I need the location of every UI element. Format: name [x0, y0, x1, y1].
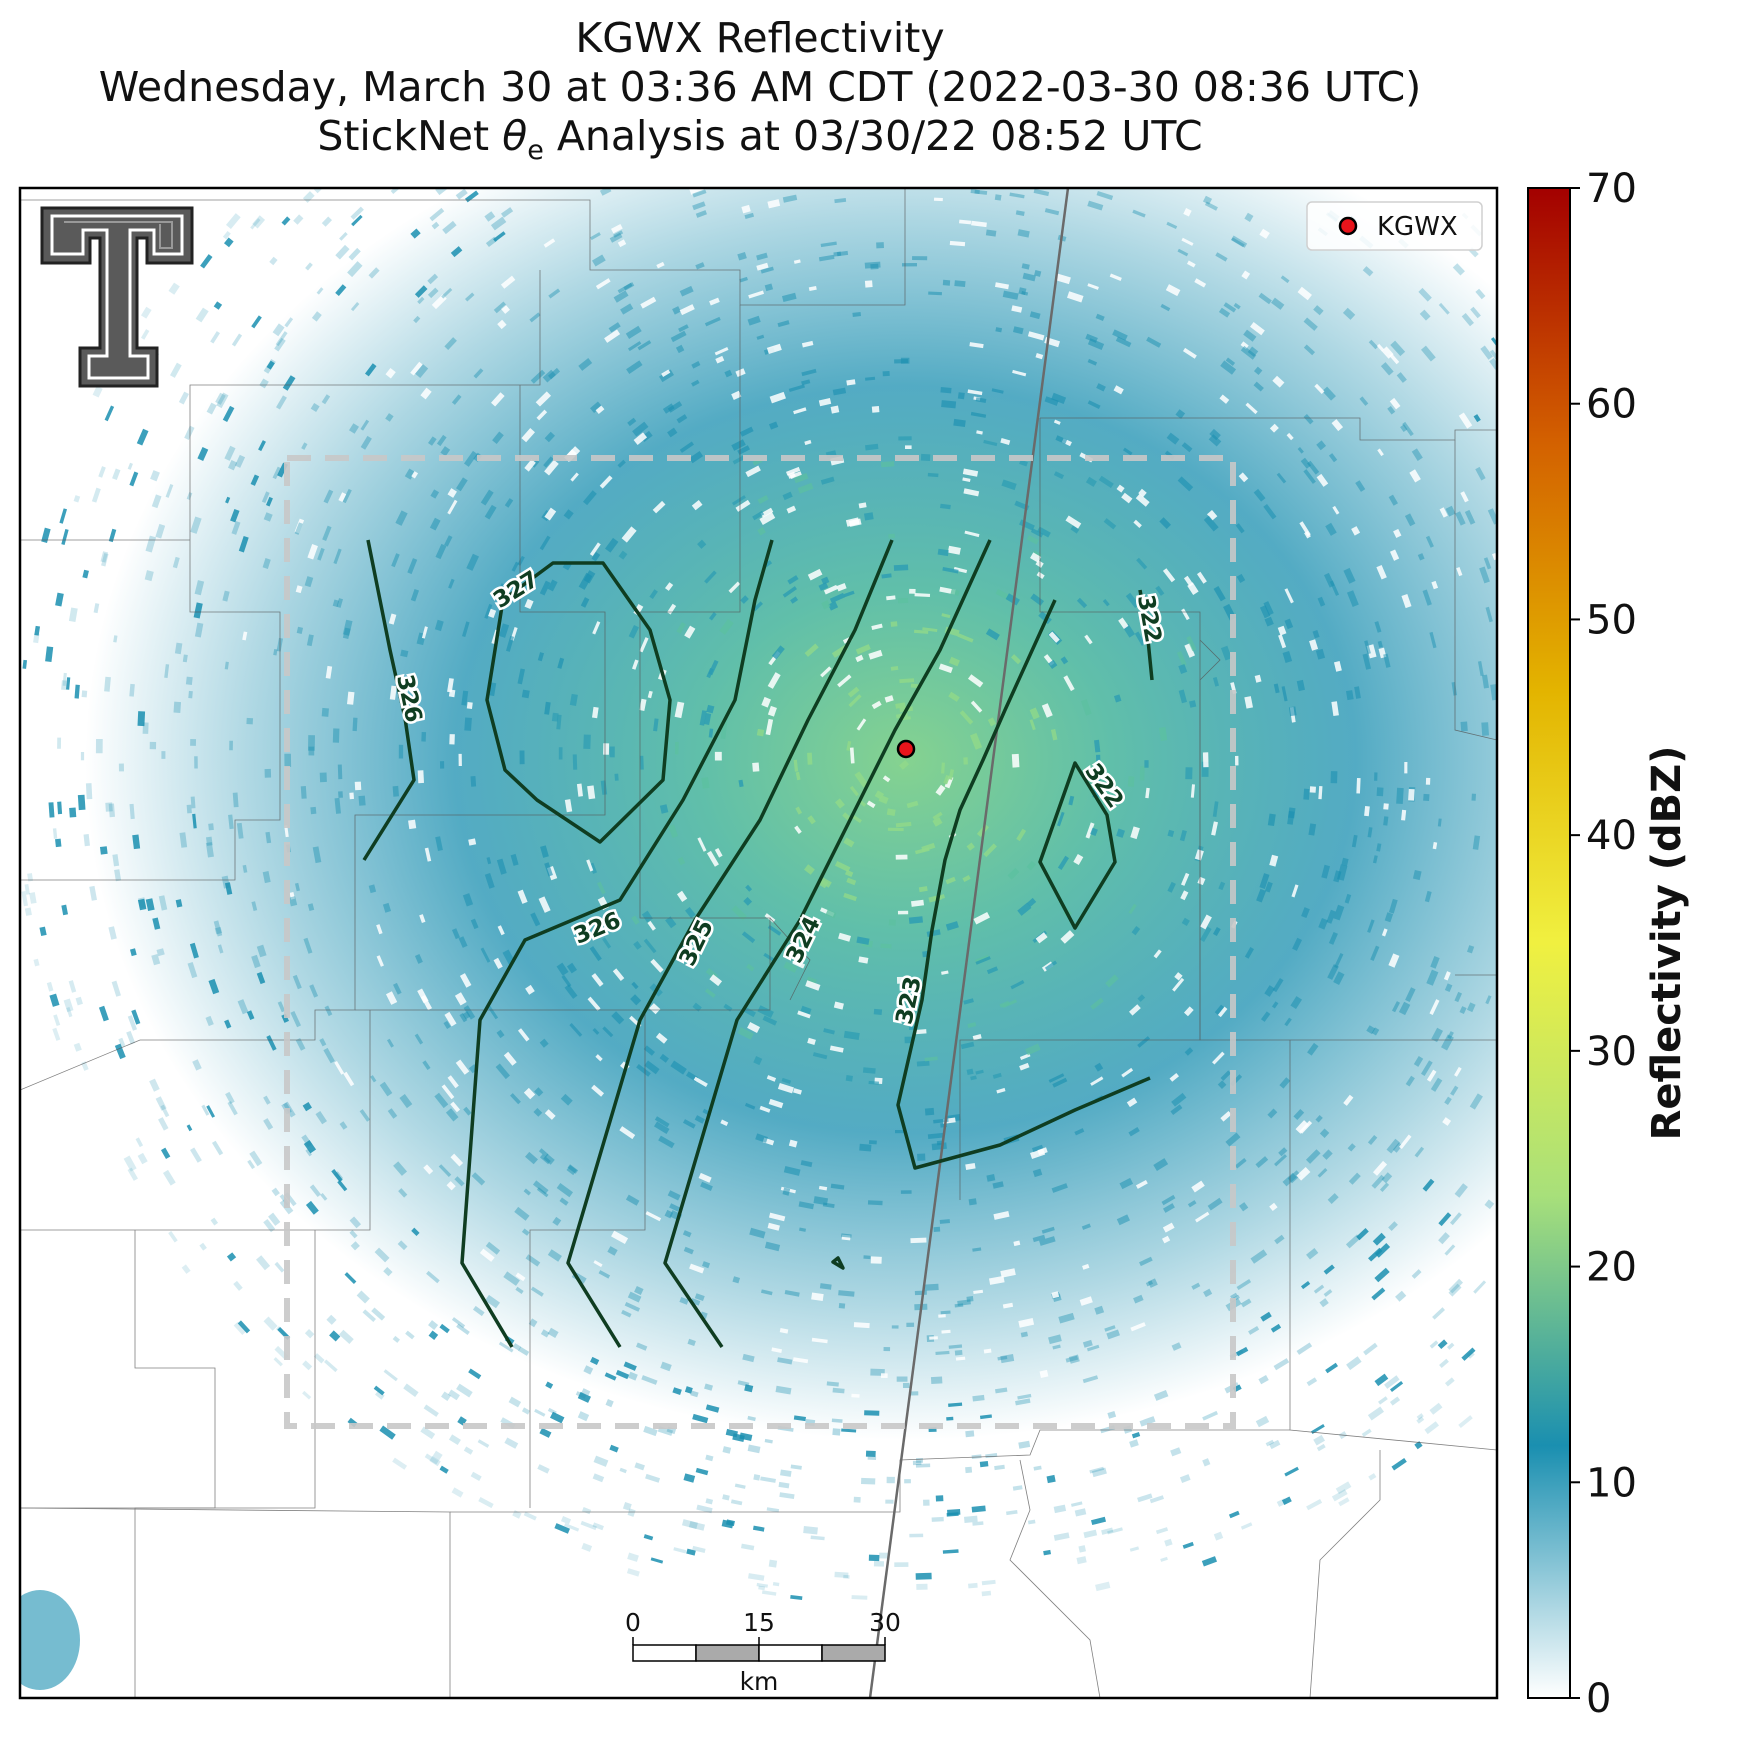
contour-line-326	[460, 539, 774, 1348]
colorbar-ticks: 0 10 20 30 40 50 60 70	[1570, 166, 1637, 1722]
map-legend: KGWX	[1306, 201, 1483, 251]
title-line-3: StickNet θe Analysis at 03/30/22 08:52 U…	[317, 112, 1203, 167]
title-line-2: Wednesday, March 30 at 03:36 AM CDT (202…	[98, 63, 1422, 111]
kgwx-radar-marker	[896, 739, 916, 759]
contour-line-326-west	[362, 539, 416, 861]
scale-bar: 0 15 30 km	[625, 1608, 901, 1696]
scale-unit: km	[740, 1667, 779, 1696]
title-line-1: KGWX Reflectivity	[575, 14, 945, 62]
scale-seg-1	[632, 1644, 697, 1662]
contour-line-322-east	[1038, 761, 1117, 930]
scale-tick-0: 0	[625, 1608, 641, 1637]
county-boundaries	[20, 188, 1497, 1698]
legend-box	[1306, 201, 1483, 251]
colorbar-tick-label: 40	[1586, 813, 1637, 859]
colorbar-gradient	[1527, 187, 1571, 1699]
colorbar-tick-label: 30	[1586, 1029, 1637, 1075]
contour-line-325	[566, 539, 894, 1348]
scale-tick-15: 15	[743, 1608, 775, 1637]
clutter-patch	[20, 1590, 80, 1690]
contour-line-small	[831, 1256, 845, 1270]
legend-label: KGWX	[1377, 212, 1458, 242]
scale-seg-4	[821, 1644, 886, 1662]
legend-marker	[1338, 216, 1358, 236]
colorbar-tick-label: 20	[1586, 1245, 1637, 1291]
texas-tech-logo-icon	[40, 206, 194, 388]
scale-tick-30: 30	[869, 1608, 901, 1637]
contour-line-327	[485, 561, 672, 844]
map-layers: 327 326 326 325 324 323 322 322	[20, 188, 1497, 1698]
contour-line-322-north	[1138, 589, 1154, 681]
contour-line-324	[663, 539, 992, 1348]
colorbar-title: Reflectivity (dBZ)	[1644, 746, 1690, 1141]
scale-seg-3	[758, 1644, 823, 1662]
colorbar: 0 10 20 30 40 50 60 70 Reflectivity (dBZ)	[1527, 166, 1690, 1722]
map-frame	[18, 186, 1499, 1700]
analysis-domain-box	[284, 455, 1236, 1429]
scale-seg-2	[695, 1644, 760, 1662]
state-boundary	[868, 188, 1070, 1698]
contour-line-323	[896, 599, 1151, 1170]
colorbar-tick-label: 50	[1586, 597, 1637, 643]
colorbar-tick-label: 0	[1586, 1676, 1611, 1722]
colorbar-tick-label: 60	[1586, 382, 1637, 428]
colorbar-tick-label: 10	[1586, 1460, 1637, 1506]
figure-title: KGWX Reflectivity Wednesday, March 30 at…	[20, 14, 1500, 175]
colorbar-tick-label: 70	[1586, 166, 1637, 212]
theta-e-contours	[362, 539, 1154, 1348]
